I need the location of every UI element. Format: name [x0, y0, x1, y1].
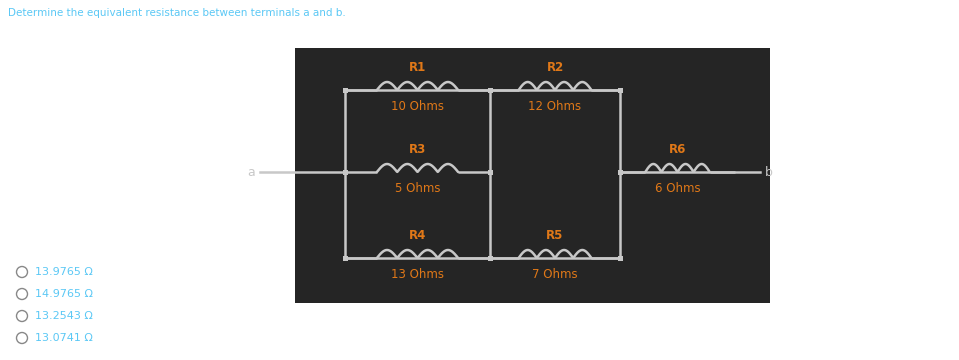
Text: b: b	[765, 166, 773, 179]
Text: R6: R6	[668, 143, 687, 156]
Bar	[342, 170, 347, 175]
Text: 10 Ohms: 10 Ohms	[391, 100, 444, 113]
Bar	[618, 256, 622, 261]
Text: 13 Ohms: 13 Ohms	[391, 268, 444, 281]
Text: 13.0741 Ω: 13.0741 Ω	[35, 333, 93, 343]
Text: 14.9765 Ω: 14.9765 Ω	[35, 289, 93, 299]
Text: 7 Ohms: 7 Ohms	[532, 268, 578, 281]
Text: R5: R5	[547, 229, 564, 242]
Bar	[618, 87, 622, 93]
Text: 12 Ohms: 12 Ohms	[528, 100, 581, 113]
Text: a: a	[247, 166, 255, 179]
Bar	[342, 87, 347, 93]
Bar	[295, 48, 770, 303]
Bar	[342, 256, 347, 261]
Text: Determine the equivalent resistance between terminals a and b.: Determine the equivalent resistance betw…	[8, 8, 346, 18]
Text: R4: R4	[409, 229, 426, 242]
Text: 13.9765 Ω: 13.9765 Ω	[35, 267, 93, 277]
Text: R2: R2	[547, 61, 564, 74]
Bar	[487, 87, 493, 93]
Text: R1: R1	[409, 61, 426, 74]
Bar	[487, 170, 493, 175]
Text: 13.2543 Ω: 13.2543 Ω	[35, 311, 93, 321]
Bar	[487, 256, 493, 261]
Bar	[618, 170, 622, 175]
Text: 5 Ohms: 5 Ohms	[395, 182, 440, 195]
Text: 6 Ohms: 6 Ohms	[655, 182, 700, 195]
Text: R3: R3	[409, 143, 426, 156]
